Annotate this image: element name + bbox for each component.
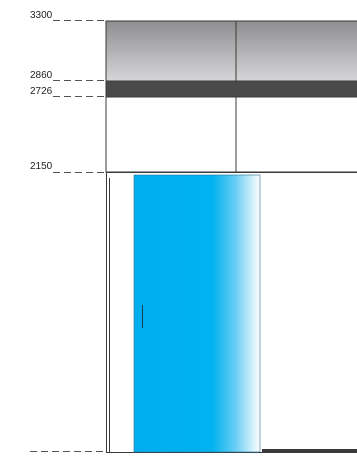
- dimension-leaders: [30, 20, 106, 452]
- floor-track: [262, 449, 357, 452]
- glass-door-panel: [133, 174, 261, 453]
- transom-section: [105, 96, 357, 173]
- dim-label-door-top: 2150: [30, 161, 53, 172]
- cornice-panel-right: [235, 20, 357, 82]
- dark-band: [105, 80, 357, 98]
- dimension-labels: 3300 2860 2726 2150: [30, 10, 53, 172]
- transom-panel-left: [105, 96, 237, 173]
- dim-label-top: 3300: [30, 10, 53, 21]
- dim-label-band-bottom: 2726: [30, 86, 53, 97]
- door-frame: [106, 172, 357, 453]
- transom-panel-right: [235, 96, 357, 173]
- cornice-panel-left: [105, 20, 237, 82]
- dim-label-cornice-bottom: 2860: [30, 70, 53, 81]
